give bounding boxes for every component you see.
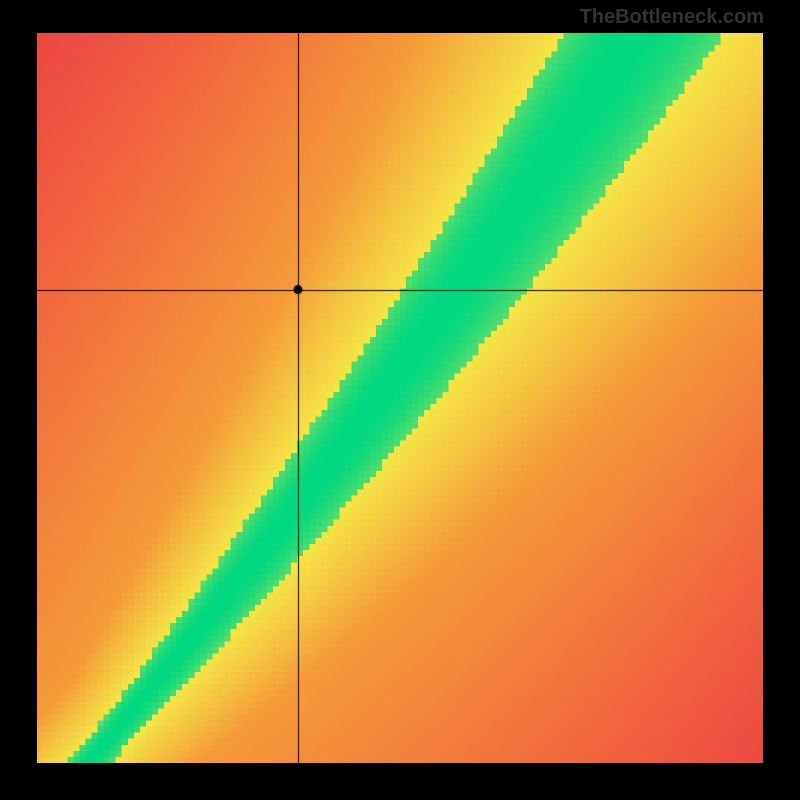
crosshair-overlay bbox=[0, 0, 800, 800]
chart-container: TheBottleneck.com bbox=[0, 0, 800, 800]
watermark-text: TheBottleneck.com bbox=[580, 6, 764, 29]
